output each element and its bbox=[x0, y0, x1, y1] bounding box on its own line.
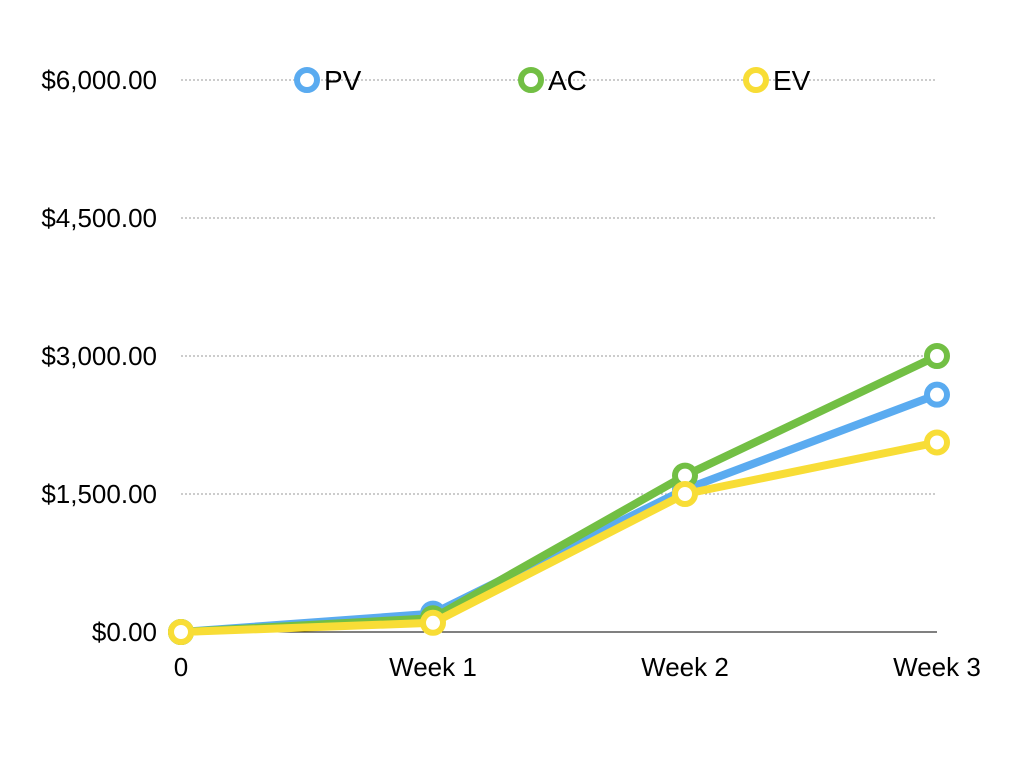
gridlines bbox=[181, 79, 937, 495]
y-tick-label: $1,500.00 bbox=[41, 479, 157, 509]
series-pv bbox=[168, 381, 950, 645]
y-tick-label: $0.00 bbox=[92, 617, 157, 647]
y-tick-label: $3,000.00 bbox=[41, 341, 157, 371]
data-point-ev bbox=[924, 429, 950, 456]
x-axis-tick-labels: 0 Week 1 Week 2 Week 3 bbox=[174, 652, 981, 682]
y-axis-tick-labels: $0.00 $1,500.00 $3,000.00 $4,500.00 $6,000.0… bbox=[41, 65, 157, 647]
x-tick-label: Week 2 bbox=[641, 652, 729, 682]
legend-item-ev: EV bbox=[743, 65, 811, 96]
data-point-ev bbox=[420, 609, 446, 636]
y-tick-label: $6,000.00 bbox=[41, 65, 157, 95]
data-point-pv bbox=[924, 381, 950, 408]
data-point-ev bbox=[168, 619, 194, 645]
x-tick-label: Week 3 bbox=[893, 652, 981, 682]
legend-label-pv: PV bbox=[324, 65, 362, 96]
legend-marker-ac bbox=[518, 67, 544, 93]
legend-label-ac: AC bbox=[548, 65, 587, 96]
legend-marker-pv bbox=[294, 67, 320, 93]
data-point-ev bbox=[672, 481, 698, 507]
x-tick-label: 0 bbox=[174, 652, 188, 682]
data-point-ac bbox=[924, 343, 950, 369]
legend-marker-ev bbox=[743, 67, 769, 93]
series-line-pv bbox=[177, 390, 941, 636]
legend-item-pv: PV bbox=[294, 65, 362, 96]
x-tick-label: Week 1 bbox=[389, 652, 477, 682]
series bbox=[168, 343, 950, 645]
legend-label-ev: EV bbox=[773, 65, 811, 96]
legend: PV AC EV bbox=[294, 65, 811, 96]
y-tick-label: $4,500.00 bbox=[41, 203, 157, 233]
legend-item-ac: AC bbox=[518, 65, 587, 96]
series-line-ev bbox=[177, 438, 941, 636]
series-ev bbox=[168, 429, 950, 645]
